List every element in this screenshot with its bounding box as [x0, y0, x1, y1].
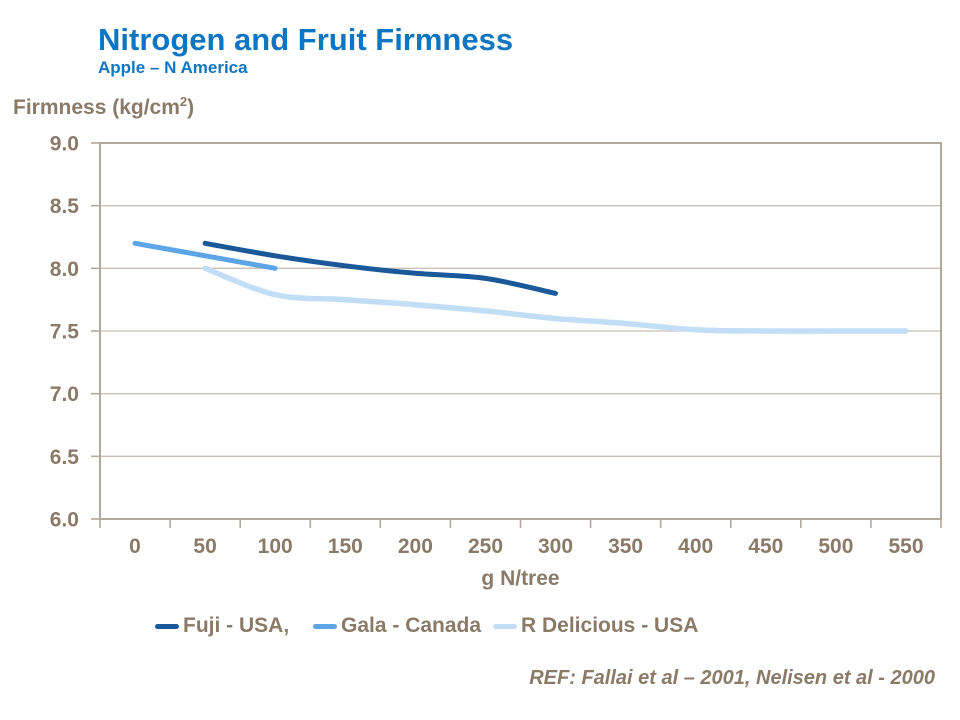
y-tick-label: 6.0	[50, 509, 79, 532]
x-tick-label: 350	[608, 535, 643, 558]
legend-item-fuji-usa: Fuji - USA,	[155, 612, 289, 640]
y-tick-label: 6.5	[50, 446, 80, 469]
x-tick-label: 550	[888, 535, 923, 558]
y-tick-label: 7.0	[50, 383, 79, 406]
legend-line-swatch-gala	[313, 623, 337, 629]
legend-label-gala: Gala - Canada	[341, 614, 482, 637]
x-tick-label: 100	[258, 535, 293, 558]
x-tick-label: 150	[328, 535, 363, 558]
x-tick-label: 200	[398, 535, 433, 558]
y-axis-title-text: Firmness (kg/cm	[13, 96, 180, 119]
y-tick-label: 8.0	[50, 258, 79, 281]
series-line-r-delicious-usa	[202, 265, 909, 334]
plot-area: 9.0 8.5 8.0 7.5 7.0 6.5 6.0 0 50 100 150 200 250 300 3…	[50, 133, 942, 590]
legend-label-r-delicious: R Delicious - USA	[521, 614, 699, 637]
legend-item-r-delicious-usa: R Delicious - USA	[493, 612, 698, 640]
x-tick-label: 400	[678, 535, 713, 558]
y-tick-label: 9.0	[50, 133, 79, 156]
x-tick-label: 450	[748, 535, 783, 558]
x-tick-label: 500	[818, 535, 853, 558]
x-axis-title: g N/tree	[481, 567, 559, 590]
legend-line-swatch-r-delicious	[493, 623, 517, 629]
page-subtitle: Apple – N America	[98, 58, 248, 77]
legend: Fuji - USA, Gala - Canada R Delicious - …	[0, 612, 960, 640]
legend-label-fuji: Fuji - USA,	[183, 614, 290, 637]
series-line-fuji-usa	[202, 240, 558, 296]
x-tick-label: 250	[468, 535, 503, 558]
legend-item-gala-canada: Gala - Canada	[313, 612, 481, 640]
reference-note: REF: Fallai et al – 2001, Nelisen et al …	[529, 667, 935, 689]
y-axis-title-close: )	[187, 96, 195, 119]
series-line-gala-canada	[132, 240, 278, 271]
page-title: Nitrogen and Fruit Firmness	[98, 22, 514, 57]
y-axis-title-superscript: 2	[179, 94, 188, 109]
x-tick-label: 300	[538, 535, 573, 558]
x-tick-label: 0	[129, 535, 141, 558]
y-tick-label: 8.5	[50, 195, 80, 218]
legend-line-swatch-fuji	[155, 623, 179, 629]
y-axis-title: Firmness (kg/cm2)	[13, 94, 194, 120]
x-tick-label: 50	[193, 535, 216, 558]
y-tick-label: 7.5	[50, 321, 80, 344]
